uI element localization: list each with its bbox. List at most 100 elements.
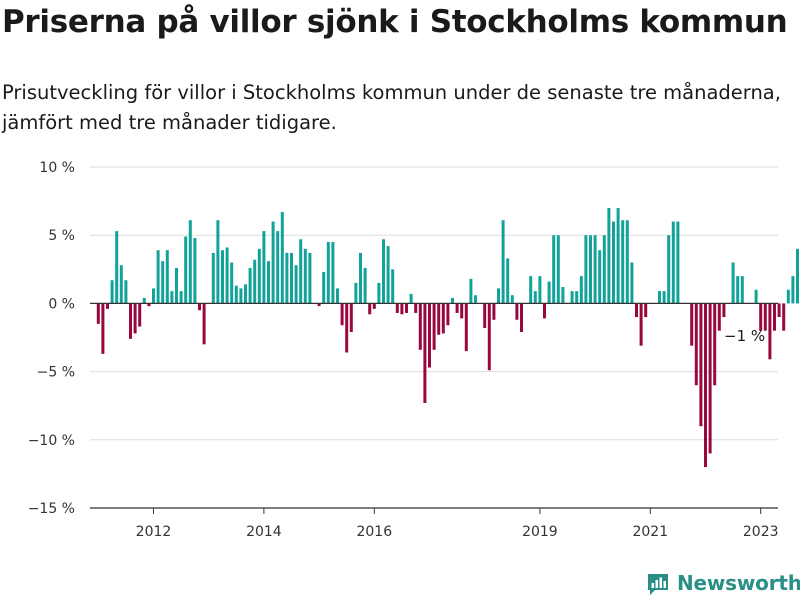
bar	[276, 231, 280, 304]
bar	[152, 288, 155, 304]
bar	[676, 221, 680, 304]
bar	[156, 250, 160, 304]
bar	[216, 220, 220, 304]
bar	[441, 303, 445, 334]
x-tick-label: 2021	[632, 524, 668, 540]
y-tick-label: 0 %	[48, 296, 75, 312]
bar	[96, 303, 100, 324]
bar	[529, 276, 533, 304]
bar	[451, 297, 454, 304]
bar	[400, 303, 404, 315]
bar	[188, 220, 192, 304]
bar	[589, 235, 592, 304]
bars	[96, 207, 799, 468]
bar	[165, 250, 169, 304]
bar	[621, 220, 625, 304]
bar	[244, 284, 247, 304]
bar	[198, 303, 201, 311]
bar	[639, 303, 643, 346]
y-tick-label: 5 %	[48, 228, 75, 244]
bar	[354, 282, 358, 304]
bar	[455, 303, 459, 313]
bar	[262, 231, 266, 304]
bar	[763, 303, 767, 331]
bar	[667, 235, 671, 304]
newsworthy-logo-icon	[648, 574, 668, 595]
bar	[267, 261, 270, 304]
bar	[253, 259, 257, 304]
bar	[248, 267, 252, 304]
bar	[704, 303, 707, 468]
bar	[538, 276, 542, 304]
newsworthy-logo[interactable]: Newsworthy	[646, 568, 800, 598]
brand-name: Newsworthy	[677, 571, 800, 595]
x-tick-label: 2012	[136, 524, 172, 540]
x-axis-ticks: 2012201420162019202120232025	[90, 507, 779, 540]
bar	[713, 303, 717, 386]
bar	[796, 248, 799, 304]
bar	[584, 235, 588, 304]
bar	[257, 248, 261, 304]
bar	[515, 303, 519, 320]
bar	[359, 252, 362, 304]
bar	[579, 276, 583, 304]
bar	[290, 252, 293, 304]
bar	[501, 220, 505, 304]
bar	[294, 265, 298, 304]
bar	[561, 287, 565, 304]
bar	[658, 291, 661, 304]
bar	[382, 239, 385, 304]
bar	[759, 303, 763, 331]
bar	[271, 221, 275, 304]
bar	[345, 303, 349, 353]
bar	[469, 278, 473, 304]
bar	[101, 303, 105, 354]
y-tick-label: −5 %	[37, 365, 75, 381]
bar	[510, 295, 514, 304]
bar	[782, 303, 786, 331]
bar	[740, 276, 744, 304]
bar	[119, 265, 123, 304]
bar	[552, 235, 556, 304]
bar	[225, 247, 229, 304]
bar	[115, 231, 119, 304]
bar	[331, 242, 335, 304]
bar	[368, 303, 372, 315]
bar	[377, 282, 381, 304]
bar	[547, 281, 551, 304]
chart-subtitle: Prisutveckling för villor i Stockholms k…	[2, 81, 781, 134]
bar	[110, 280, 114, 304]
bar	[533, 291, 537, 304]
bar	[221, 250, 224, 304]
bar	[630, 262, 634, 304]
bar	[138, 303, 142, 327]
x-tick-label: 2023	[743, 524, 779, 540]
bar	[234, 285, 238, 304]
bar	[717, 303, 721, 331]
bar	[598, 250, 602, 304]
bar	[777, 303, 781, 318]
bar	[170, 291, 174, 304]
bar	[336, 288, 339, 304]
bar	[202, 303, 206, 345]
bar	[133, 303, 137, 334]
bar	[432, 303, 436, 350]
bar	[625, 220, 629, 304]
bar	[211, 252, 215, 304]
bar	[405, 303, 408, 313]
bar	[506, 258, 510, 304]
bar	[363, 267, 367, 304]
bar	[395, 303, 399, 313]
bar	[161, 261, 165, 304]
x-tick-label: 2019	[522, 524, 558, 540]
bar	[418, 303, 422, 350]
bar	[754, 289, 758, 304]
bar	[708, 303, 712, 454]
bar	[768, 303, 772, 360]
bar	[492, 303, 496, 320]
bar	[124, 280, 128, 304]
bar	[694, 303, 698, 386]
bar	[285, 252, 289, 304]
bar	[690, 303, 694, 346]
